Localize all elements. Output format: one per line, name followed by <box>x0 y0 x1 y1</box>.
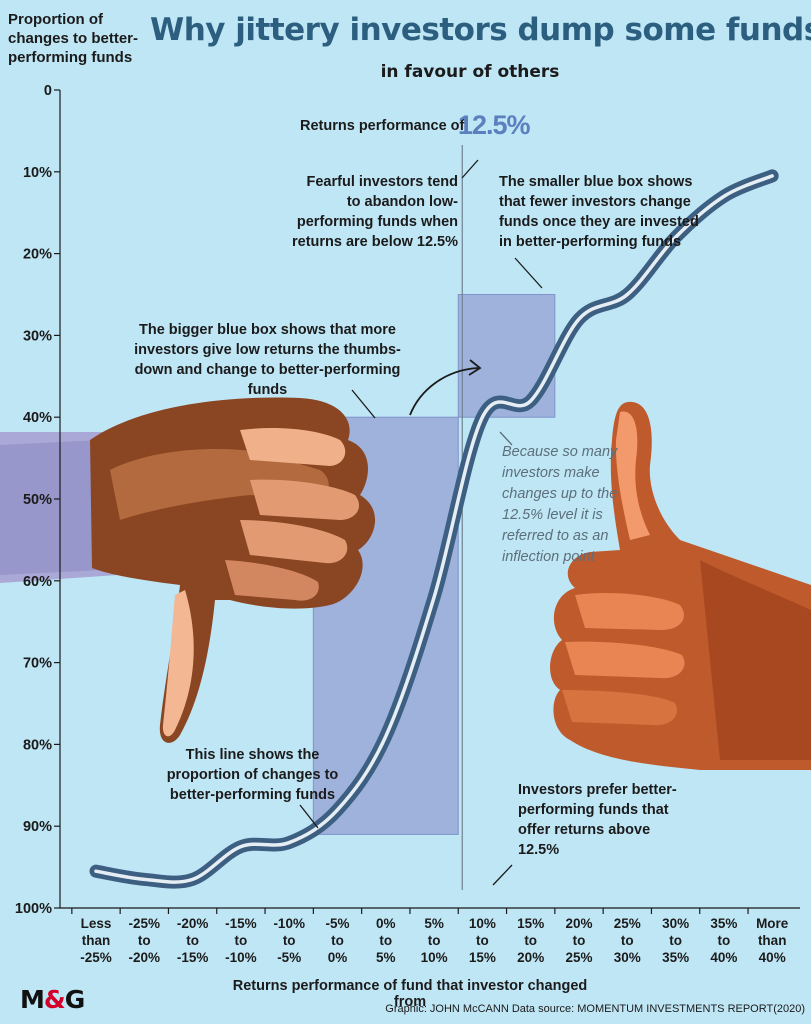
x-tick-label: More than 40% <box>756 916 789 965</box>
curved-arrow-head-icon <box>468 359 482 376</box>
x-tick-label: -15% to -10% <box>225 916 257 965</box>
y-tick-label: 70% <box>23 656 52 672</box>
inflection-value: 12.5% <box>458 110 531 140</box>
leader-fearful <box>461 159 479 179</box>
y-tick-label: 20% <box>23 247 52 263</box>
leader-smaller-box <box>514 257 543 289</box>
annotation-line: This line shows the proportion of change… <box>166 747 339 803</box>
credit-line: Graphic: JOHN McCANN Data source: MOMENT… <box>385 1003 805 1015</box>
annotation-bigger-box: The bigger blue box shows that more inve… <box>134 322 401 398</box>
y-tick-label: 90% <box>23 819 52 835</box>
y-tick-label: 10% <box>23 165 52 181</box>
brand-logo: M&G <box>20 985 86 1014</box>
y-axis-title: Proportion of changes to better-performi… <box>8 11 139 66</box>
annotation-fearful: Fearful investors tend to abandon low-pe… <box>291 174 458 250</box>
y-tick-label: 50% <box>23 492 52 508</box>
annotation-smaller-box: The smaller blue box shows that fewer in… <box>499 174 699 250</box>
x-tick-label: 0% to 5% <box>376 916 396 965</box>
x-tick-label: 20% to 25% <box>565 916 592 965</box>
x-tick-label: 15% to 20% <box>517 916 544 965</box>
x-tick-label: -20% to -15% <box>177 916 209 965</box>
leader-bigger-box <box>351 389 376 419</box>
annotation-prefer: Investors prefer better-performing funds… <box>518 782 677 858</box>
x-tick-label: 5% to 10% <box>421 916 448 965</box>
y-tick-label: 0 <box>44 83 52 99</box>
y-tick-label: 60% <box>23 574 52 590</box>
page-title: Why jittery investors dump some funds <box>150 12 811 48</box>
page-subtitle: in favour of others <box>380 62 560 82</box>
inflection-label: Returns performance of <box>300 118 465 134</box>
y-tick-label: 100% <box>15 901 52 917</box>
curved-arrow-icon <box>409 367 479 416</box>
annotation-inflection-point: Because so many investors make changes u… <box>502 444 618 565</box>
x-tick-label: Less than -25% <box>80 916 112 965</box>
x-tick-label: -5% to 0% <box>325 916 349 965</box>
logo-ampersand: & <box>43 985 66 1014</box>
x-axis-title: Returns performance of fund that investo… <box>232 978 588 1010</box>
y-tick-label: 40% <box>23 410 52 426</box>
thumbs-up-hand-icon <box>550 401 811 770</box>
x-tick-label: 10% to 15% <box>469 916 496 965</box>
logo-m: M <box>20 985 45 1014</box>
logo-g: G <box>64 985 86 1014</box>
leader-line-desc <box>299 804 319 829</box>
thumbs-down-hand-icon <box>0 397 376 743</box>
x-tick-label: -10% to -5% <box>273 916 305 965</box>
x-tick-label: 30% to 35% <box>662 916 689 965</box>
y-tick-label: 80% <box>23 737 52 753</box>
x-tick-label: 25% to 30% <box>614 916 641 965</box>
leader-prefer <box>492 864 513 886</box>
y-tick-label: 30% <box>23 328 52 344</box>
x-tick-label: 35% to 40% <box>710 916 737 965</box>
series-line-highlight <box>94 174 774 884</box>
x-tick-label: -25% to -20% <box>129 916 161 965</box>
leader-inflection <box>499 431 513 446</box>
